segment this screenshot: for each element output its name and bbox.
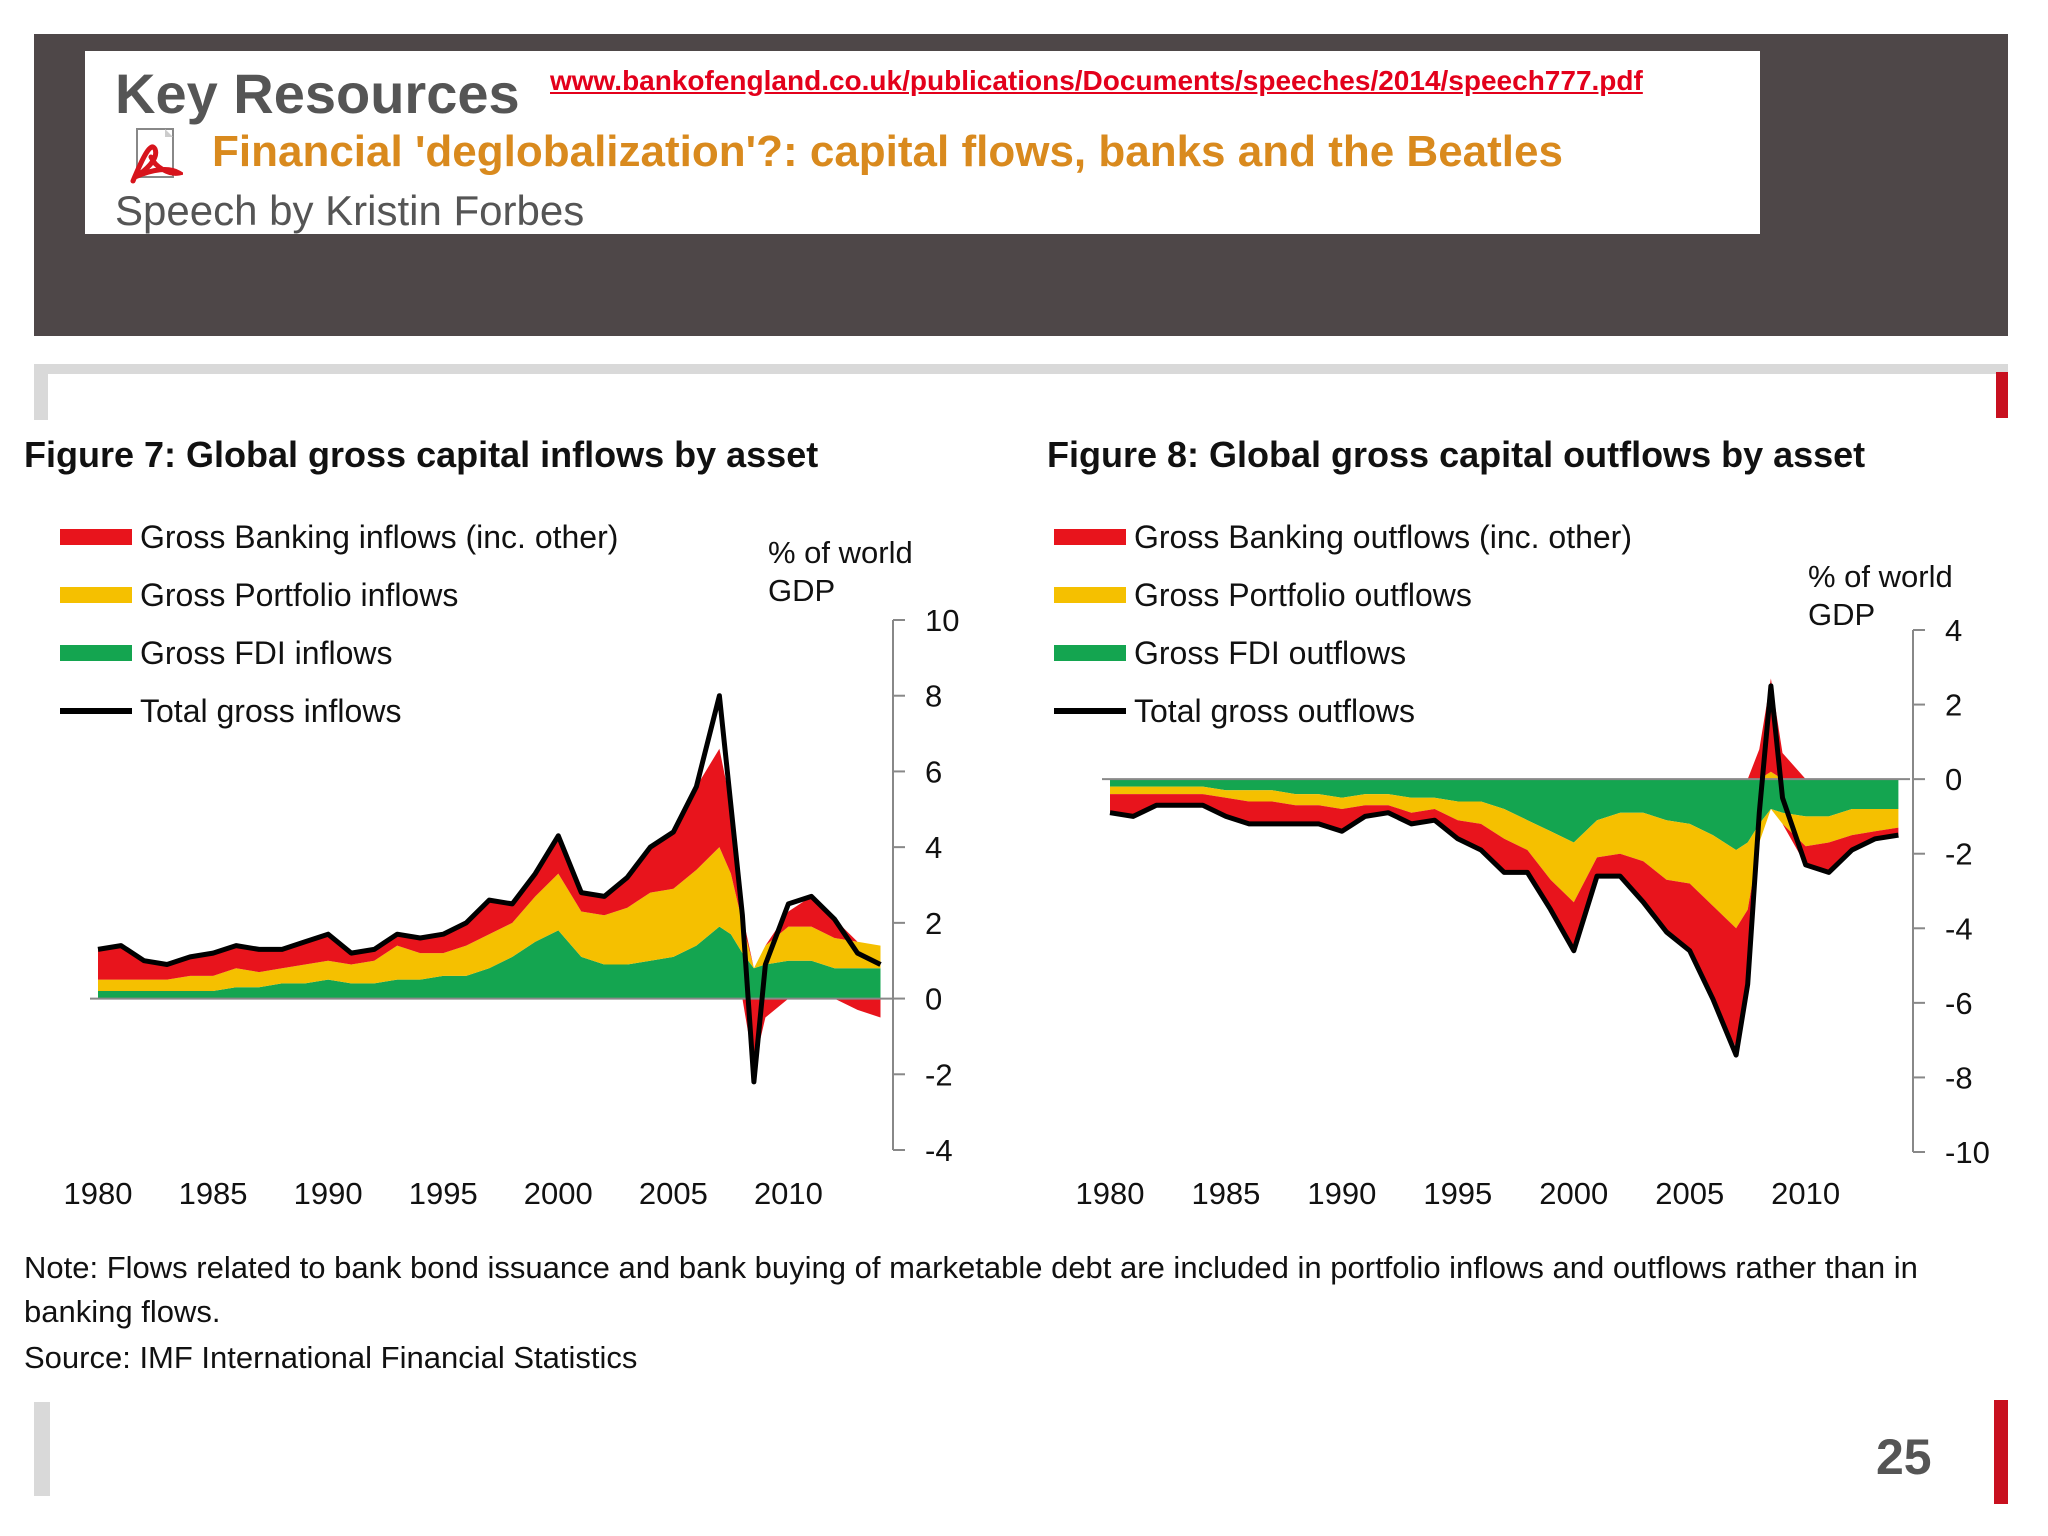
legend-swatch [1054,708,1126,714]
legend-item-total: Total gross outflows [1054,682,1632,740]
figure8-total-line [1109,683,1899,1058]
figure7-y-tick-label: 4 [925,830,942,865]
figure8-x-tick-label: 1995 [1423,1176,1492,1211]
legend-swatch [1054,645,1126,661]
legend-swatch [1054,587,1126,603]
figure8-x-tick-label: 2005 [1655,1176,1724,1211]
pdf-icon[interactable] [129,127,186,185]
legend-item-portfolio: Gross Portfolio outflows [1054,566,1632,624]
chart-note: Note: Flows related to bank bond issuanc… [24,1250,1918,1329]
bottom-right-accent [1994,1400,2008,1504]
figure7-ylabel: % of world GDP [768,535,913,608]
legend-swatch [60,708,132,714]
figure7-y-tick-label: 6 [925,754,942,789]
legend-swatch [1054,529,1126,545]
legend-label: Gross Portfolio inflows [140,576,459,613]
legend-label: Gross Banking outflows (inc. other) [1134,518,1632,555]
speech-author: Speech by Kristin Forbes [115,187,585,234]
figure8-y-tick-label: 4 [1945,613,1962,648]
figure7-title: Figure 7: Global gross capital inflows b… [24,434,819,475]
figure7-area-pos-1 [98,847,881,991]
figure8-x-tick-label: 2010 [1771,1176,1840,1211]
legend-label: Gross Portfolio outflows [1134,576,1472,613]
figure7-x-tick-label: 1990 [294,1176,363,1211]
bottom-left-bracket [34,1402,50,1496]
legend-label: Gross Banking inflows (inc. other) [140,518,619,555]
figure8-title: Figure 8: Global gross capital outflows … [1047,434,1866,475]
legend-label: Gross FDI inflows [140,634,393,671]
figure8-legend: Gross Banking outflows (inc. other) Gros… [1054,508,1632,740]
figure8-y-tick-label: -6 [1945,986,1973,1021]
figure7-x-tick-label: 2000 [524,1176,593,1211]
figure7-y-tick-label: 10 [925,603,959,638]
figure7-x-tick-label: 1985 [179,1176,248,1211]
figure8-x-tick-label: 1980 [1076,1176,1145,1211]
legend-swatch [60,529,132,545]
figure8-y-tick-label: -4 [1945,911,1973,946]
figure8-area-neg-2 [1110,794,1899,1048]
legend-item-total: Total gross inflows [60,682,618,740]
top-right-accent [1996,372,2008,418]
legend-swatch [60,645,132,661]
figure7-x-tick-label: 2005 [639,1176,708,1211]
figure7-y-tick-label: 8 [925,679,942,714]
figure8-area-neg-0 [1110,779,1899,850]
figure8-y-tick-label: -10 [1945,1135,1990,1170]
figure7-y-tick-label: 2 [925,906,942,941]
figure7-area-pos-0 [98,926,881,999]
legend-item-fdi: Gross FDI outflows [1054,624,1632,682]
figure8-x-tick-label: 1990 [1307,1176,1376,1211]
legend-item-banking: Gross Banking outflows (inc. other) [1054,508,1632,566]
figure7-legend: Gross Banking inflows (inc. other) Gross… [60,508,618,740]
figure7-x-tick-label: 1980 [64,1176,133,1211]
key-resources-title: Key Resources [115,62,520,125]
page-number: 25 [1876,1429,1932,1485]
figure7-area-pos-2 [98,748,881,980]
legend-item-fdi: Gross FDI inflows [60,624,618,682]
figure7-x-tick-label: 1995 [409,1176,478,1211]
figure8-y-tick-label: -2 [1945,837,1973,872]
figure7-y-tick-label: -4 [925,1133,953,1168]
legend-label: Gross FDI outflows [1134,634,1407,671]
figure7-x-tick-label: 2010 [754,1176,823,1211]
top-divider [34,364,2008,374]
figure7-total-line [97,693,882,1085]
key-resources-box: Key Resources www.bankofengland.co.uk/pu… [85,51,1760,234]
figure8-x-tick-label: 2000 [1539,1176,1608,1211]
figure8-y-tick-label: 2 [1945,688,1962,723]
legend-item-portfolio: Gross Portfolio inflows [60,566,618,624]
figure8-y-tick-label: -8 [1945,1060,1973,1095]
figure7-y-tick-label: -2 [925,1057,953,1092]
figure7-y-tick-label: 0 [925,982,942,1017]
legend-item-banking: Gross Banking inflows (inc. other) [60,508,618,566]
legend-swatch [60,587,132,603]
speech-url-link[interactable]: www.bankofengland.co.uk/publications/Doc… [550,65,1643,96]
figure8-x-tick-label: 1985 [1191,1176,1260,1211]
chart-source: Source: IMF International Financial Stat… [24,1340,638,1375]
figure8-y-tick-label: 0 [1945,762,1962,797]
figure8-area-neg-1 [1110,786,1899,929]
top-left-bracket [34,364,48,420]
legend-label: Total gross inflows [140,692,402,729]
figure8-ylabel: % of world GDP [1808,559,1953,632]
legend-label: Total gross outflows [1134,692,1416,729]
speech-title-link[interactable]: Financial 'deglobalization'?: capital fl… [212,127,1563,176]
